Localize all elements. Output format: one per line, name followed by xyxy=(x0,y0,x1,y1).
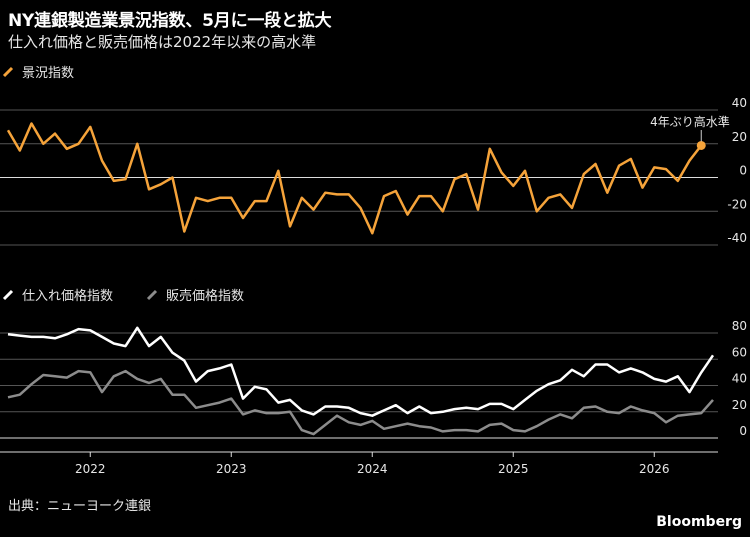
legend-label-prices-received: 販売価格指数 xyxy=(166,288,244,304)
line-prices-received xyxy=(7,369,714,436)
legend-label-business: 景況指数 xyxy=(22,66,74,81)
y-tick-label-bottom: 40 xyxy=(732,372,747,386)
y-tick-label-top: 20 xyxy=(732,130,747,144)
brand-logo-text: Bloomberg xyxy=(656,514,742,530)
y-tick-label-bottom: 20 xyxy=(732,398,747,412)
legend-swatch-white xyxy=(2,289,14,301)
legend-label-prices-paid: 仕入れ価格指数 xyxy=(22,288,113,304)
series-lines xyxy=(6,122,715,436)
legend-swatch-gray xyxy=(146,289,158,301)
chart-subtitle: 仕入れ価格と販売価格は2022年以来の高水準 xyxy=(8,33,317,51)
top-grid: 40 20 0 -20 -40 xyxy=(0,96,747,246)
source-note: 出典：ニューヨーク連銀 xyxy=(8,499,152,514)
line-business-conditions xyxy=(6,122,703,235)
y-tick-label-bottom: 0 xyxy=(739,424,747,438)
y-tick-label-top: 0 xyxy=(739,164,747,178)
x-tick-label: 2022 xyxy=(75,462,106,476)
y-tick-label-top: -20 xyxy=(727,197,747,211)
y-tick-label-bottom: 60 xyxy=(732,345,747,359)
latest-point-marker xyxy=(696,140,706,150)
legend-bottom: 仕入れ価格指数 販売価格指数 xyxy=(2,288,244,304)
annotation-label: 4年ぶり高水準 xyxy=(650,114,730,129)
x-tick-label: 2024 xyxy=(357,462,388,476)
line-prices-paid xyxy=(7,326,715,417)
y-tick-label-bottom: 80 xyxy=(732,319,747,333)
y-tick-label-top: 40 xyxy=(732,96,747,110)
bottom-grid: 80 60 40 20 0 xyxy=(0,319,747,439)
legend-top: 景況指数 xyxy=(2,66,74,81)
legend-swatch-orange xyxy=(2,66,14,78)
x-tick-label: 2026 xyxy=(639,462,670,476)
x-tick-label: 2023 xyxy=(216,462,247,476)
x-axis: 2022 2023 2024 2025 2026 xyxy=(0,451,718,476)
chart-title: NY連銀製造業景況指数、5月に一段と拡大 xyxy=(8,11,332,31)
x-tick-label: 2025 xyxy=(498,462,529,476)
y-tick-label-top: -40 xyxy=(727,231,747,245)
